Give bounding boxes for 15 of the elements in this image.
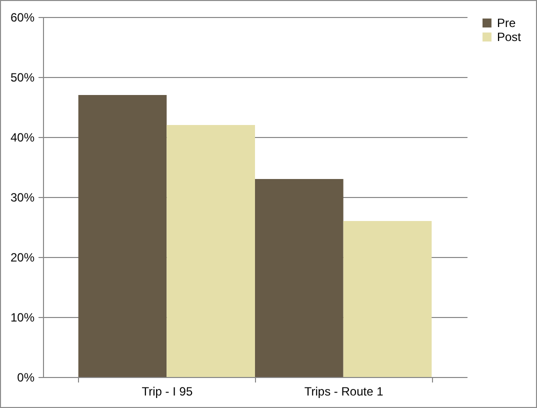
- y-tick-label: 40%: [10, 130, 35, 144]
- bar: [166, 125, 255, 377]
- y-tick-label: 50%: [10, 70, 35, 84]
- legend-label: Pre: [497, 16, 516, 30]
- x-tick-label: Trips - Route 1: [304, 384, 384, 398]
- y-tick-label: 30%: [10, 190, 35, 204]
- y-tick-label: 0%: [17, 370, 35, 384]
- y-tick-label: 20%: [10, 250, 35, 264]
- y-tick-label: 10%: [10, 310, 35, 324]
- x-tick-label: Trip - I 95: [142, 384, 193, 398]
- bar: [343, 221, 432, 377]
- bar: [255, 179, 344, 377]
- y-tick-label: 60%: [10, 10, 35, 24]
- bar: [78, 95, 167, 377]
- legend-label: Post: [497, 30, 522, 44]
